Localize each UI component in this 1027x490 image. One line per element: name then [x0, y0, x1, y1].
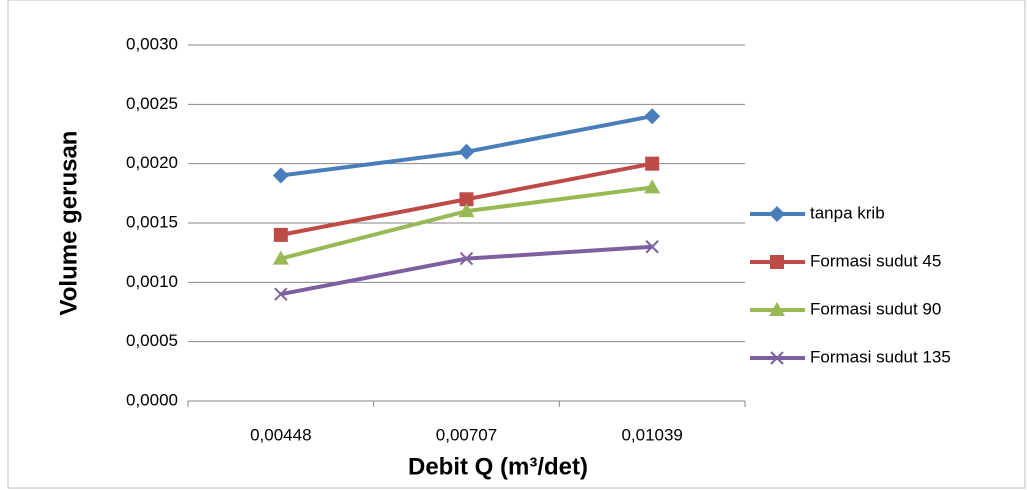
marker [458, 143, 475, 160]
y-tick-label: 0,0005 [126, 331, 178, 350]
x-tick-label: 0,00448 [250, 425, 311, 444]
legend-label: tanpa krib [810, 203, 885, 222]
marker [458, 203, 475, 218]
marker [644, 108, 661, 125]
marker [645, 156, 660, 171]
chart-frame [7, 0, 1026, 489]
marker [644, 179, 661, 194]
marker [769, 206, 785, 222]
y-tick-label: 0,0000 [126, 390, 178, 409]
marker [274, 287, 288, 301]
marker [770, 351, 784, 365]
legend-label: Formasi sudut 90 [810, 299, 941, 318]
marker [770, 255, 784, 269]
y-axis-title: Volume gerusan [55, 131, 82, 316]
marker [459, 251, 474, 266]
marker [459, 192, 474, 207]
legend-label: Formasi sudut 45 [810, 251, 941, 270]
y-tick-label: 0,0010 [126, 272, 178, 291]
y-tick-label: 0,0020 [126, 153, 178, 172]
marker [769, 302, 785, 316]
x-tick-label: 0,00707 [436, 425, 497, 444]
y-tick-label: 0,0025 [126, 94, 178, 113]
marker [272, 167, 289, 184]
x-tick-label: 0,01039 [621, 425, 682, 444]
marker [273, 227, 288, 242]
x-axis-title: Debit Q (m³/det) [408, 453, 588, 480]
y-tick-label: 0,0030 [126, 34, 178, 53]
marker [645, 240, 659, 254]
marker [272, 250, 289, 265]
y-tick-label: 0,0015 [126, 212, 178, 231]
legend-label: Formasi sudut 135 [810, 347, 951, 366]
